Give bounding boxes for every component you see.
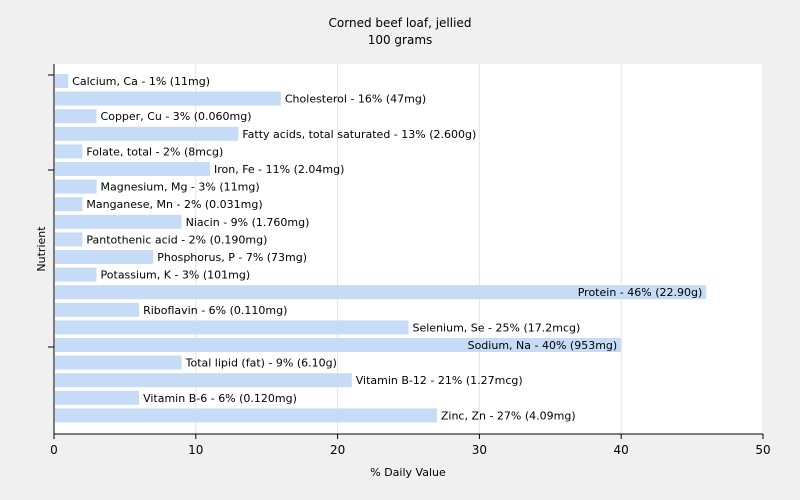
x-tick-label: 50 [755,443,770,457]
bar [55,109,97,124]
bars [55,74,707,423]
plot-area [54,64,763,434]
bar [55,302,140,317]
bar [55,214,182,229]
bar [55,126,239,141]
bar-label: Vitamin B-12 - 21% (1.27mcg) [356,374,523,387]
y-axis-ticks [48,74,54,348]
bar [55,390,140,405]
chart-subtitle: 100 grams [368,33,433,47]
bar [55,338,622,352]
bar-label: Riboflavin - 6% (0.110mg) [143,304,287,317]
bar [55,162,210,176]
bar-label: Zinc, Zn - 27% (4.09mg) [441,409,576,422]
bar [55,320,409,335]
bar-label: Potassium, K - 3% (101mg) [101,269,251,282]
bar [55,232,83,247]
x-axis-ticks: 0 10 20 30 40 50 [50,434,771,457]
bar-label: Copper, Cu - 3% (0.060mg) [101,110,252,123]
bar [55,408,437,423]
bar [55,373,352,388]
y-axis-title: Nutrient [35,226,48,272]
bar [55,144,83,159]
bar-label: Magnesium, Mg - 3% (11mg) [101,181,260,194]
x-tick-label: 40 [614,443,629,457]
bar-label: Iron, Fe - 11% (2.04mg) [214,163,344,176]
chart-title: Corned beef loaf, jellied [329,16,472,30]
bar-label: Vitamin B-6 - 6% (0.120mg) [143,392,297,405]
bar-labels: Calcium, Ca - 1% (11mg) Cholesterol - 16%… [72,75,702,422]
gridlines [195,64,764,434]
bar [55,91,281,106]
bar-label: Niacin - 9% (1.760mg) [186,216,310,229]
bar [55,285,707,300]
bar-label: Folate, total - 2% (8mcg) [86,145,223,158]
bar-label: Sodium, Na - 40% (953mg) [468,339,618,352]
x-tick-label: 10 [188,443,203,457]
bar [55,197,83,212]
bar-label: Calcium, Ca - 1% (11mg) [72,75,210,88]
x-axis-title: % Daily Value [370,466,446,479]
bar-label: Manganese, Mn - 2% (0.031mg) [86,198,262,211]
bar-label: Selenium, Se - 25% (17.2mcg) [413,321,581,334]
bar [55,267,97,282]
bar [55,355,182,370]
bar-label: Protein - 46% (22.90g) [578,286,703,299]
bar-label: Fatty acids, total saturated - 13% (2.60… [242,128,476,141]
x-tick-label: 0 [50,443,58,457]
bar-label: Total lipid (fat) - 9% (6.10g) [185,357,337,370]
bar-label: Cholesterol - 16% (47mg) [285,93,426,106]
bar [55,74,69,88]
x-tick-label: 30 [472,443,487,457]
bar-label: Pantothenic acid - 2% (0.190mg) [86,233,267,246]
bar [55,179,97,194]
bar-label: Phosphorus, P - 7% (73mg) [157,251,307,264]
x-tick-label: 20 [330,443,345,457]
bar [55,250,154,264]
